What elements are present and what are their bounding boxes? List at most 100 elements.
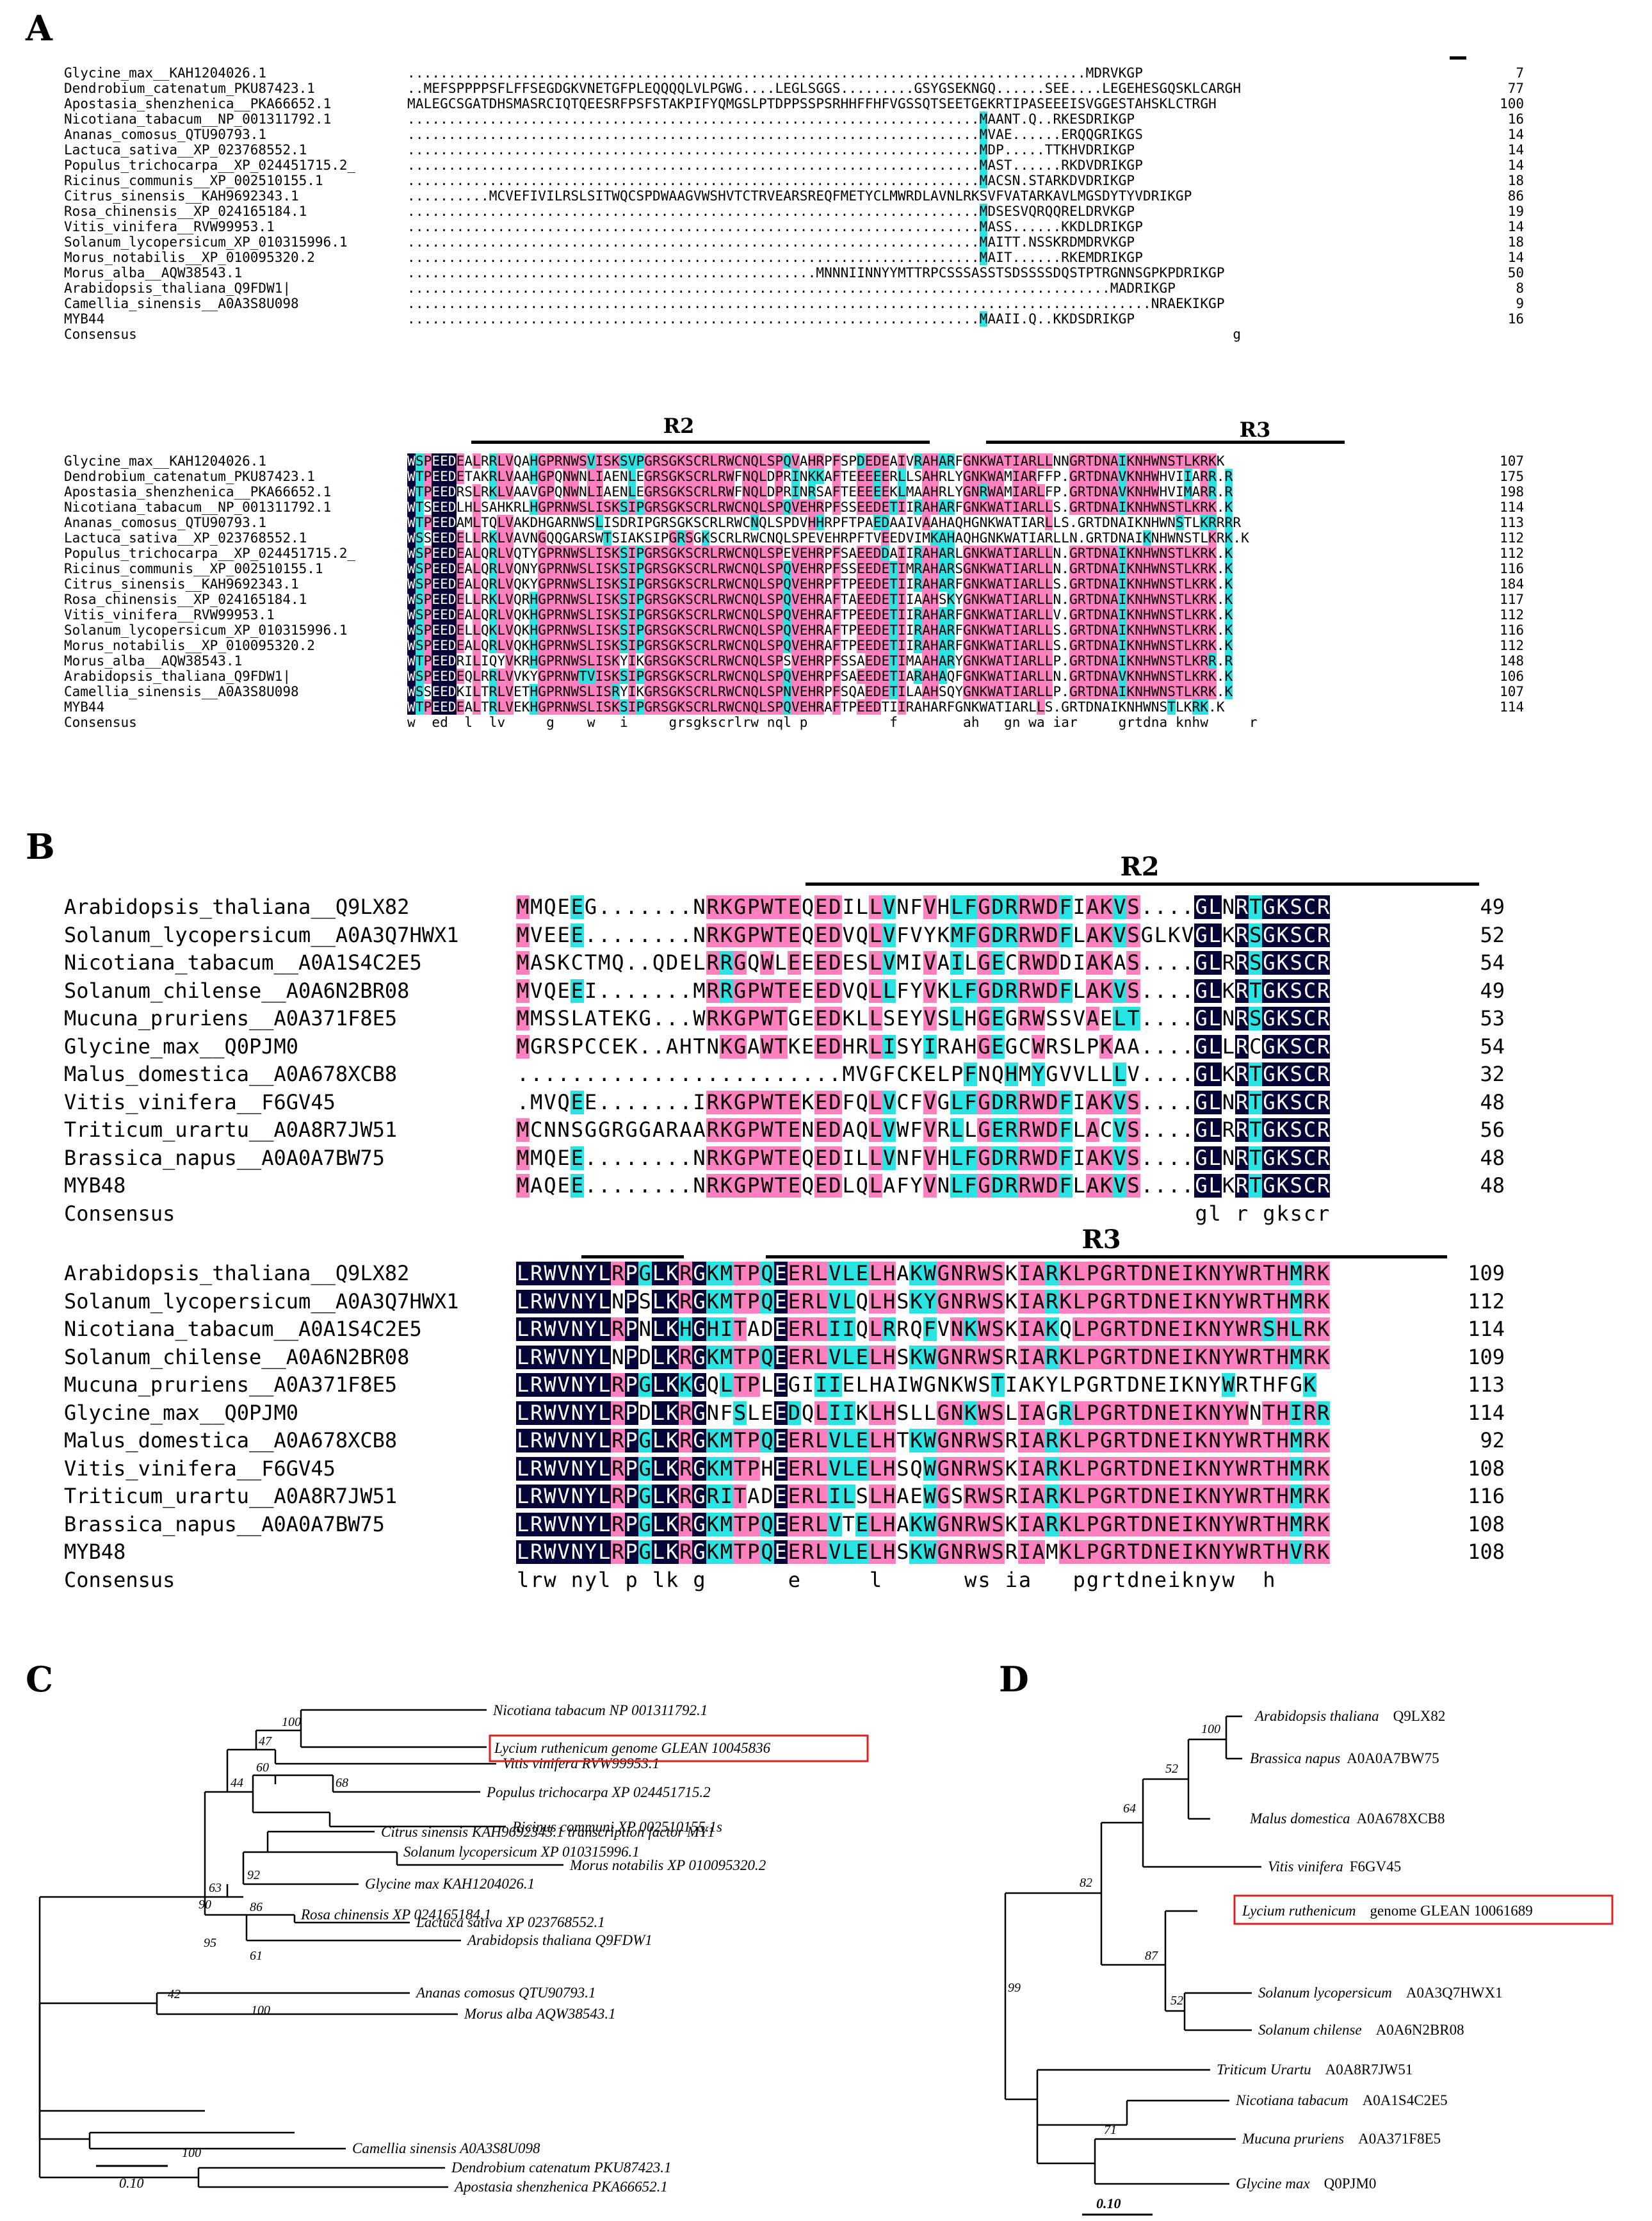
residue: . [497,158,506,173]
residue: . [554,204,563,219]
residue: S [848,653,857,669]
residue: S [685,653,693,669]
residue: S [791,530,800,546]
residue: . [840,65,849,81]
residue: D [1140,1456,1154,1481]
sequence-length: 86 [1507,188,1524,204]
residue: . [636,250,645,265]
residue: S [840,561,849,576]
residue: A [464,576,473,592]
residue: . [652,1062,665,1086]
alignment-row: Ricinus_communis__XP_002510155.1........… [64,173,1594,188]
residue: W [1151,669,1160,684]
residue: . [1020,127,1029,142]
residue: . [1020,142,1029,158]
residue: . [521,142,530,158]
residue: R [896,1317,909,1341]
residue: H [882,1400,896,1425]
residue: . [546,111,555,127]
residue: . [571,173,579,188]
residue: C [734,561,743,576]
residue: L [946,484,955,500]
residue: K [855,1400,868,1425]
residue: R [807,188,816,204]
residue: C [734,653,743,669]
residue: . [571,250,579,265]
residue: . [718,111,726,127]
residue: H [530,592,539,607]
residue: A [1110,653,1119,669]
residue: W [701,188,710,204]
residue: . [766,204,775,219]
residue [1154,1202,1167,1226]
alignment-row: Solanum_lycopersicum_XP_010315996.1 WSPEE… [64,622,1594,638]
residue: . [864,311,873,327]
residue: . [783,234,791,250]
residue: K [1194,1261,1208,1285]
residue: S [766,684,775,699]
residue: . [750,65,759,81]
residue: K [677,561,686,576]
residue: I [1017,1456,1032,1481]
residue: T [881,699,890,715]
residue: N [766,530,775,546]
residue: . [881,81,890,96]
residue: G [963,592,971,607]
residue: Q [544,895,556,919]
residue: T [1003,592,1012,607]
residue: E [873,515,882,530]
residue: E [440,469,448,484]
residue: L [497,592,506,607]
residue: R [489,669,498,684]
residue: R [611,1400,625,1425]
residue: . [660,250,669,265]
residue: . [628,296,636,311]
residue: Q [801,922,814,947]
residue: . [742,158,751,173]
residue: W [1235,1344,1249,1369]
residue: Y [910,1006,923,1030]
residue [685,327,693,342]
residue: S [1151,96,1160,111]
residue: . [571,1062,583,1086]
residue: R [701,453,710,469]
residue: M [516,978,530,1003]
residue: . [587,219,595,234]
residue: P [930,265,939,281]
residue: N [896,895,909,919]
residue: R [1235,1006,1249,1030]
residue: C [628,188,636,204]
residue: . [799,127,808,142]
residue: K [514,653,522,669]
residue: I [636,515,645,530]
alignment-row: Mucuna_pruriens__A0A371F8E5 MMSSLATEKG...… [64,1007,1575,1030]
residue: W [725,81,734,96]
residue: L [1044,561,1053,576]
residue: R [1235,922,1249,947]
residue: N [742,638,751,653]
residue: S [603,622,612,638]
residue: K [1222,1173,1235,1198]
residue: T [889,638,898,653]
residue: E [432,500,441,515]
residue: . [652,111,661,127]
residue: V [1053,607,1062,622]
residue: Y [955,684,963,699]
residue: . [562,173,571,188]
residue: R [914,669,923,684]
residue: I [828,1484,842,1508]
residue: N [1135,576,1143,592]
residue: G [538,653,547,669]
residue: E [644,81,652,96]
residue: R [718,561,726,576]
residue: E [991,1034,1005,1059]
residue: . [1110,296,1119,311]
residue: . [619,250,628,265]
residue: . [668,127,677,142]
residue: . [514,250,522,265]
motif-bar-a-r3 [986,441,1345,444]
residue: . [595,111,604,127]
residue: C [693,669,702,684]
residue: E [799,699,808,715]
residue: . [766,234,775,250]
